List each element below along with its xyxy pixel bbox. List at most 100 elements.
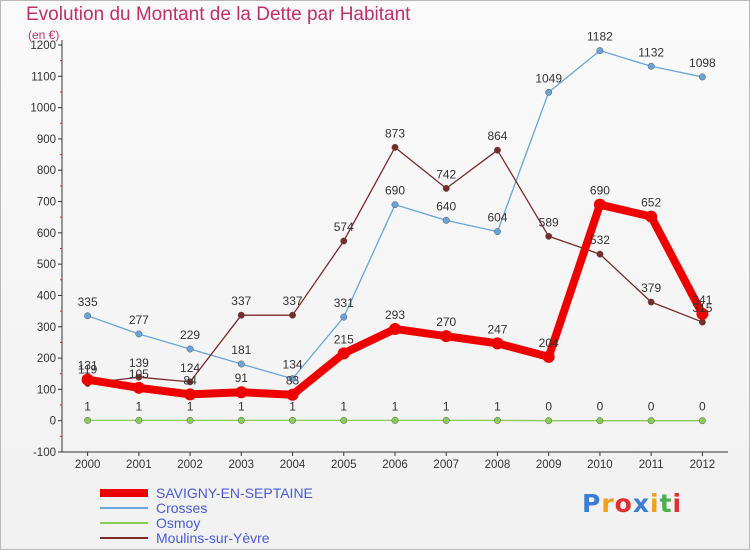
data-label: 84 bbox=[183, 373, 197, 387]
logo-letter: r bbox=[601, 489, 615, 518]
data-label: 337 bbox=[283, 294, 303, 308]
legend-item-savigny[interactable]: SAVIGNY-EN-SEPTAINE bbox=[100, 485, 313, 501]
data-point bbox=[237, 360, 245, 368]
data-label: 181 bbox=[231, 343, 251, 357]
legend-swatch-moulins bbox=[100, 536, 148, 539]
data-point bbox=[647, 62, 655, 70]
data-point bbox=[340, 313, 348, 321]
data-point bbox=[391, 416, 399, 424]
data-label: 331 bbox=[334, 296, 354, 310]
data-label: 1 bbox=[136, 399, 143, 413]
data-point bbox=[81, 373, 94, 386]
data-label: 690 bbox=[385, 184, 405, 198]
data-label: 124 bbox=[180, 361, 200, 375]
data-label: 873 bbox=[385, 126, 405, 140]
data-label: 83 bbox=[286, 374, 300, 388]
data-label: 379 bbox=[641, 281, 661, 295]
data-point bbox=[289, 311, 296, 319]
y-tick-label: 900 bbox=[37, 134, 56, 146]
data-point bbox=[542, 350, 555, 363]
legend-item-osmoy[interactable]: Osmoy bbox=[100, 515, 313, 531]
data-point bbox=[184, 388, 197, 401]
chart-title: Evolution du Montant de la Dette par Hab… bbox=[26, 4, 411, 25]
data-label: 589 bbox=[539, 215, 559, 229]
data-label: 277 bbox=[129, 313, 149, 327]
data-point bbox=[337, 347, 350, 360]
data-point bbox=[647, 298, 655, 306]
y-tick-label: 200 bbox=[37, 353, 56, 365]
legend-swatch-savigny bbox=[100, 488, 148, 497]
data-point bbox=[235, 386, 248, 399]
data-label: 270 bbox=[436, 315, 456, 329]
data-point bbox=[494, 228, 501, 236]
x-tick-label: 2006 bbox=[382, 459, 408, 471]
data-label: 1098 bbox=[689, 56, 716, 70]
data-point bbox=[494, 416, 501, 424]
data-label: 1 bbox=[392, 399, 399, 413]
legend-label-crosses: Crosses bbox=[156, 499, 208, 516]
logo-letter: t bbox=[659, 489, 673, 518]
data-label: 0 bbox=[699, 400, 706, 414]
data-point bbox=[545, 88, 553, 96]
data-label: 1 bbox=[340, 399, 347, 413]
legend: SAVIGNY-EN-SEPTAINE Crosses Osmoy Moulin… bbox=[100, 485, 313, 546]
data-label: 293 bbox=[385, 308, 405, 322]
legend-swatch-crosses bbox=[100, 506, 148, 509]
data-point bbox=[596, 250, 604, 258]
data-point bbox=[596, 417, 604, 425]
data-point bbox=[391, 143, 399, 151]
data-point bbox=[135, 373, 143, 381]
data-label: 134 bbox=[283, 358, 303, 372]
y-tick-label: 1100 bbox=[31, 71, 56, 83]
data-label: 1 bbox=[289, 399, 296, 413]
data-point bbox=[186, 345, 194, 353]
x-tick-label: 2005 bbox=[331, 459, 357, 471]
data-point bbox=[545, 417, 553, 425]
x-tick-label: 2008 bbox=[485, 459, 511, 471]
data-label: 204 bbox=[539, 336, 559, 350]
logo-letter: o bbox=[614, 489, 633, 518]
x-tick-label: 2007 bbox=[433, 459, 459, 471]
data-point bbox=[647, 417, 655, 425]
data-point bbox=[289, 416, 296, 424]
data-label: 0 bbox=[597, 400, 604, 414]
data-label: 315 bbox=[692, 301, 712, 315]
data-point bbox=[545, 232, 553, 240]
data-label: 1132 bbox=[638, 45, 664, 59]
data-point bbox=[286, 388, 299, 401]
data-point bbox=[391, 201, 399, 209]
data-label: 1 bbox=[443, 399, 450, 413]
legend-item-crosses[interactable]: Crosses bbox=[100, 499, 313, 516]
y-tick-label: 300 bbox=[37, 322, 56, 334]
data-point bbox=[442, 216, 450, 224]
data-label: 139 bbox=[129, 356, 149, 370]
legend-label-moulins: Moulins-sur-Yèvre bbox=[156, 529, 270, 546]
x-tick-label: 2012 bbox=[690, 459, 716, 471]
data-point bbox=[289, 375, 296, 383]
x-tick-label: 2001 bbox=[126, 459, 152, 471]
data-point bbox=[340, 237, 348, 245]
x-tick-label: 2010 bbox=[587, 459, 613, 471]
logo-letter: i bbox=[650, 489, 660, 518]
data-label: 215 bbox=[334, 332, 354, 346]
data-label: 91 bbox=[235, 371, 249, 385]
data-label: 864 bbox=[487, 129, 507, 143]
data-point bbox=[237, 311, 245, 319]
data-label: 229 bbox=[180, 328, 200, 342]
data-label: 574 bbox=[334, 220, 354, 234]
data-label: 742 bbox=[436, 167, 456, 181]
x-tick-label: 2000 bbox=[75, 459, 101, 471]
data-point bbox=[442, 416, 450, 424]
data-label: 532 bbox=[590, 233, 610, 247]
data-label: 1 bbox=[494, 399, 501, 413]
data-point bbox=[186, 416, 194, 424]
data-label: 652 bbox=[641, 196, 661, 210]
data-label: 690 bbox=[590, 184, 610, 198]
legend-item-moulins[interactable]: Moulins-sur-Yèvre bbox=[100, 529, 313, 546]
data-label: 105 bbox=[129, 367, 149, 381]
y-tick-label: 400 bbox=[37, 290, 56, 302]
data-point bbox=[696, 307, 709, 320]
logo-letter: x bbox=[632, 489, 650, 518]
data-point bbox=[593, 198, 606, 211]
y-tick-label: -100 bbox=[33, 447, 56, 459]
